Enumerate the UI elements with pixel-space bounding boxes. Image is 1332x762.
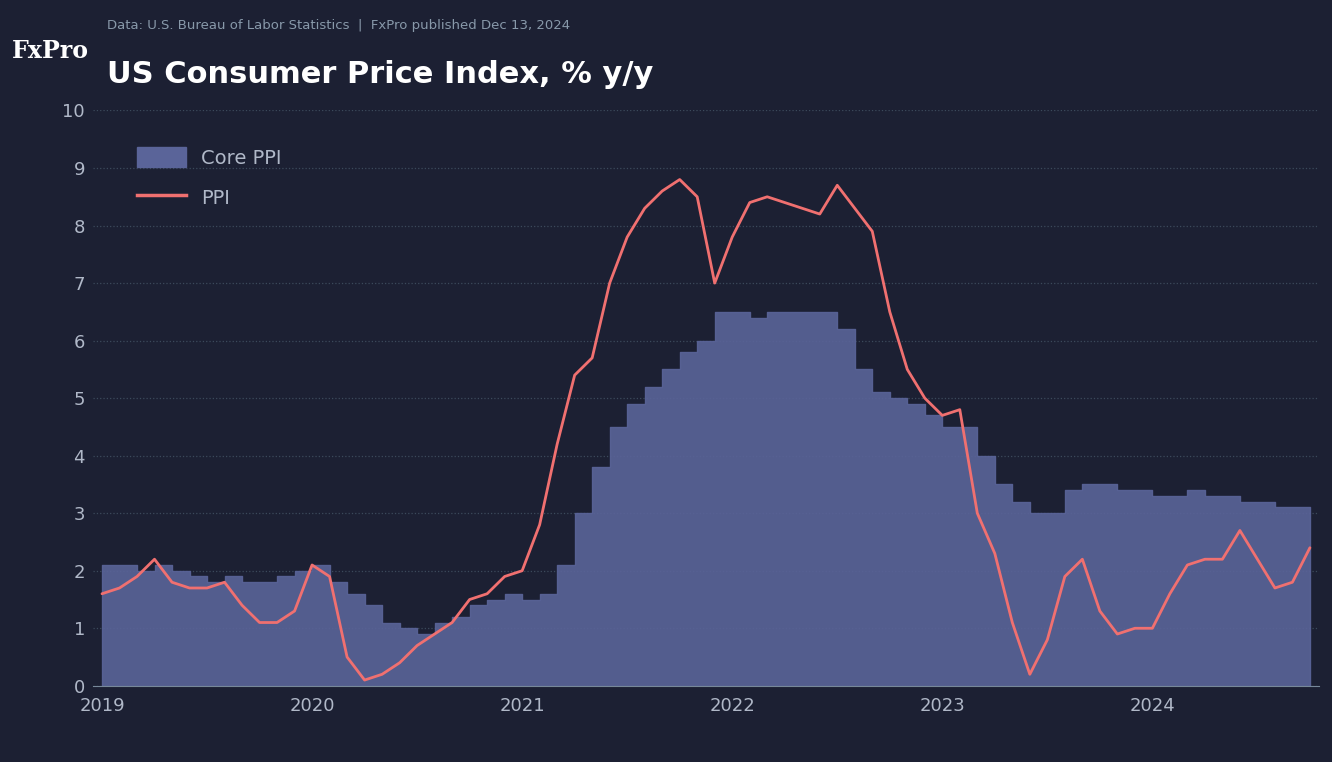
Text: FxPro: FxPro xyxy=(12,40,88,63)
Legend: Core PPI, PPI: Core PPI, PPI xyxy=(128,137,292,217)
Text: Data: U.S. Bureau of Labor Statistics  |  FxPro published Dec 13, 2024: Data: U.S. Bureau of Labor Statistics | … xyxy=(107,18,570,31)
Text: US Consumer Price Index, % y/y: US Consumer Price Index, % y/y xyxy=(107,59,653,88)
